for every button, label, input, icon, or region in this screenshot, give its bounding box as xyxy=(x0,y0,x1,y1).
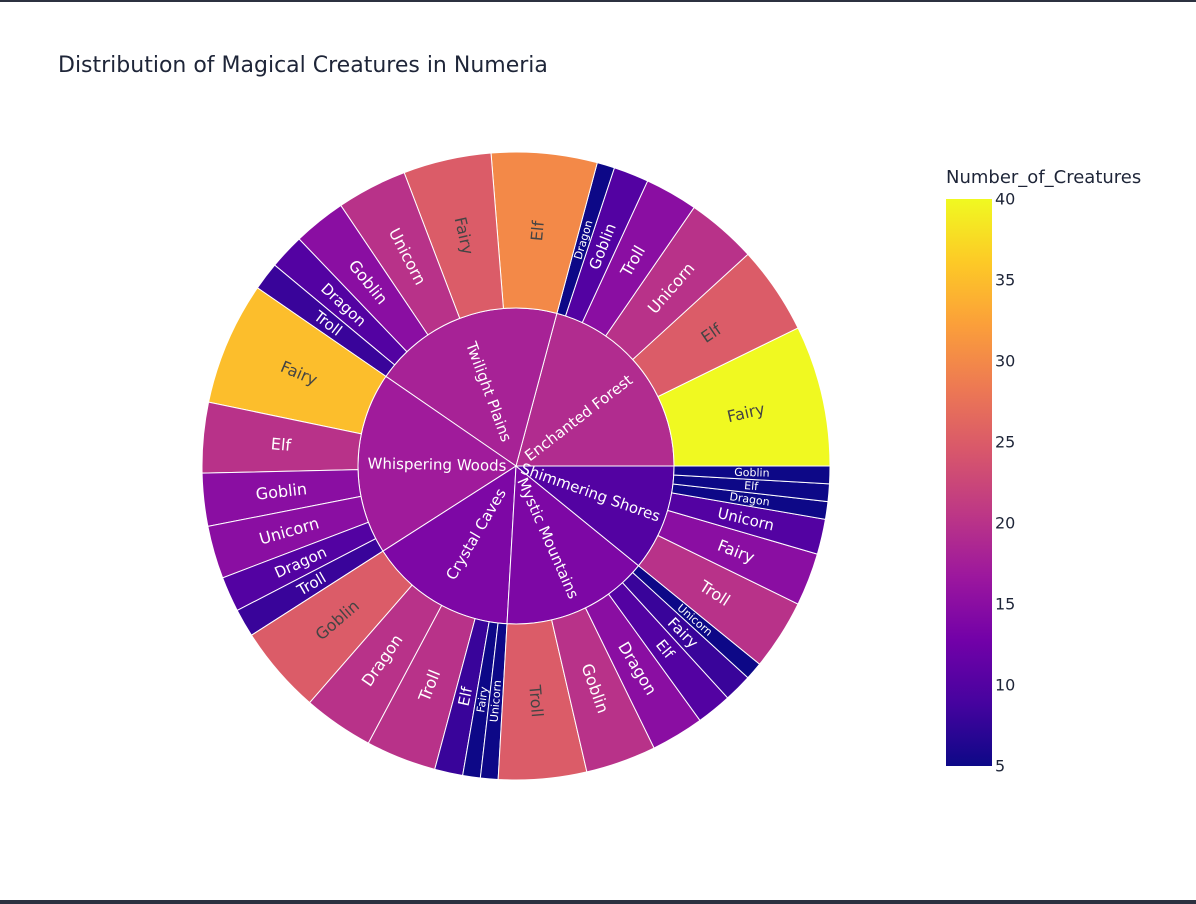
segment-label-whispering-woods-elf: Elf xyxy=(270,434,292,455)
colorbar-tick-15: 15 xyxy=(995,594,1016,614)
segment-label-crystal-caves-elf: Elf xyxy=(455,685,477,708)
colorbar-tick-35: 35 xyxy=(995,270,1016,290)
colorbar-tick-40: 40 xyxy=(995,189,1016,209)
segment-label-mystic-mountains-troll: Troll xyxy=(525,683,547,718)
chart-title: Distribution of Magical Creatures in Num… xyxy=(58,53,548,78)
region-label-whispering-woods: Whispering Woods xyxy=(367,454,506,474)
colorbar-tick-10: 10 xyxy=(995,675,1016,695)
colorbar-tick-30: 30 xyxy=(995,351,1016,371)
segment-label-shimmering-shores-elf: Elf xyxy=(744,479,760,493)
colorbar-tick-20: 20 xyxy=(995,513,1016,533)
top-border xyxy=(0,0,1196,2)
segment-label-shimmering-shores-dragon: Dragon xyxy=(729,490,771,509)
colorbar-tick-5: 5 xyxy=(995,756,1006,776)
segment-label-crystal-caves-unicorn: Unicorn xyxy=(488,680,505,723)
segment-label-crystal-caves-fairy: Fairy xyxy=(474,685,491,713)
segment-shimmering-shores-goblin[interactable] xyxy=(673,465,831,485)
colorbar xyxy=(946,199,992,766)
segment-label-twilight-plains-elf: Elf xyxy=(527,220,548,242)
colorbar-title: Number_of_Creatures xyxy=(946,167,1142,188)
colorbar-tick-25: 25 xyxy=(995,432,1016,452)
bottom-border xyxy=(0,900,1196,904)
segment-label-shimmering-shores-goblin: Goblin xyxy=(734,466,770,480)
